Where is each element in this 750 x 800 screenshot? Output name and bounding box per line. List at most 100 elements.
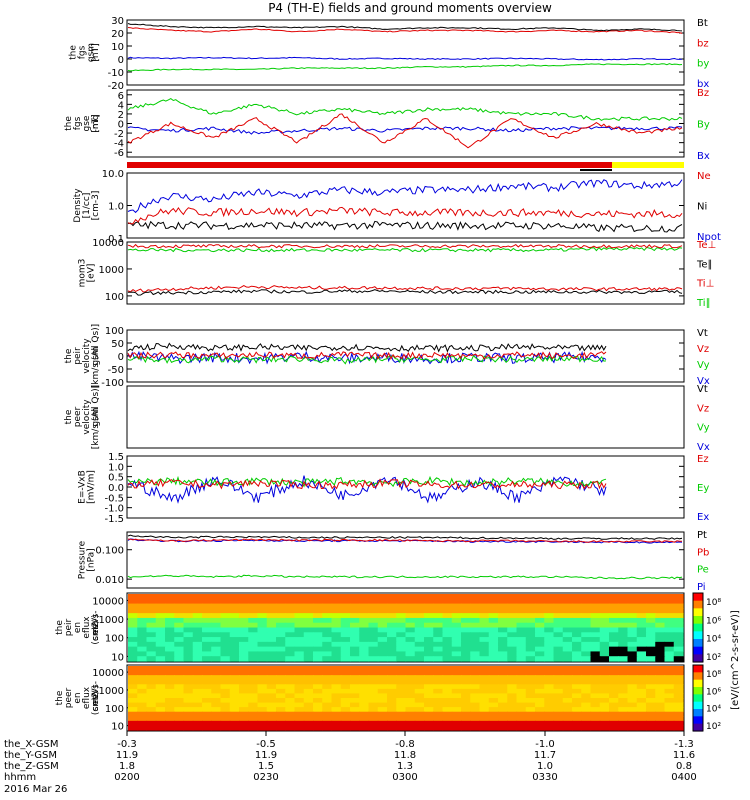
heatmap-cell — [294, 598, 305, 605]
heatmap-cell — [544, 698, 555, 704]
heatmap-cell — [562, 666, 573, 672]
heatmap-cell — [146, 603, 157, 609]
heatmap-cell — [618, 707, 629, 713]
heatmap-cell — [322, 632, 333, 638]
heatmap-cell — [276, 725, 286, 731]
heatmap-cell — [553, 622, 564, 629]
heatmap-cell — [202, 651, 212, 657]
y-tick-label: -10 — [108, 68, 124, 79]
heatmap-cell — [128, 603, 138, 609]
heatmap-cell — [220, 684, 231, 690]
heatmap-cell — [664, 698, 675, 704]
heatmap-cell — [239, 613, 249, 619]
heatmap-cell — [220, 725, 231, 731]
heatmap-cell — [479, 675, 490, 681]
heatmap-cell — [387, 622, 397, 629]
heatmap-cell — [359, 637, 370, 643]
heatmap-cell — [498, 670, 508, 676]
heatmap-cell — [599, 656, 610, 662]
heatmap-cell — [627, 603, 638, 609]
heatmap-cell — [498, 666, 508, 672]
heatmap-cell — [248, 617, 259, 624]
series-bx — [127, 56, 683, 61]
heatmap-cell — [285, 594, 296, 600]
x-row-label: the_X-GSM — [4, 739, 58, 750]
heatmap-cell — [248, 725, 259, 731]
y-axis-label: the — [64, 116, 74, 131]
heatmap-cell — [303, 688, 314, 695]
heatmap-cell — [174, 711, 185, 717]
heatmap-cell — [507, 720, 518, 727]
heatmap-cell — [183, 688, 194, 695]
heatmap-cell — [479, 603, 490, 609]
heatmap-cell — [599, 716, 610, 722]
heatmap-cell — [285, 725, 296, 731]
heatmap-cell — [202, 608, 212, 614]
heatmap-cell — [655, 675, 666, 681]
heatmap-cell — [128, 613, 138, 619]
heatmap-cell — [673, 716, 684, 722]
heatmap-cell — [313, 698, 323, 704]
heatmap-cell — [618, 622, 629, 629]
heatmap-cell — [664, 684, 675, 690]
heatmap-cell — [294, 702, 305, 708]
heatmap-cell — [627, 702, 638, 708]
heatmap-cell — [387, 707, 397, 713]
heatmap-cell — [525, 711, 536, 717]
heatmap-cell — [424, 716, 434, 722]
heatmap-cell — [572, 716, 582, 722]
heatmap-cell — [590, 679, 601, 685]
heatmap-cell — [266, 641, 277, 648]
panel-velocity_peer: the peer velocity gsm[km/s (All Qs)] VtVzVyV… — [64, 384, 710, 453]
heatmap-cell — [340, 617, 351, 624]
legend-entry: Te⊥ — [696, 240, 716, 251]
heatmap-cell — [322, 603, 333, 609]
heatmap-cell — [507, 725, 518, 731]
heatmap-cell — [599, 632, 610, 638]
heatmap-cell — [461, 594, 471, 600]
colorbar-segment — [693, 593, 703, 602]
heatmap-cell — [572, 646, 582, 653]
heatmap-cell — [442, 711, 453, 717]
heatmap-cell — [266, 725, 277, 731]
figure-title: P4 (TH-E) fields and ground moments over… — [268, 1, 552, 15]
heatmap-cell — [553, 670, 564, 676]
heatmap-cell — [285, 613, 296, 619]
heatmap-cell — [266, 622, 277, 629]
heatmap-cell — [359, 641, 370, 648]
heatmap-cell — [239, 651, 249, 657]
heatmap-cell — [368, 627, 379, 633]
heatmap-cell — [396, 679, 407, 685]
heatmap-cell — [128, 688, 138, 695]
heatmap-cell — [405, 603, 416, 609]
heatmap-cell — [183, 720, 194, 727]
heatmap-cell — [276, 702, 286, 708]
heatmap-cell — [165, 716, 175, 722]
heatmap-cell — [211, 598, 222, 605]
x-row-value: 11.9 — [255, 750, 277, 761]
heatmap-cell — [303, 594, 314, 600]
heatmap-cell — [387, 613, 397, 619]
heatmap-cell — [387, 684, 397, 690]
heatmap-cell — [516, 666, 527, 672]
heatmap-cell — [128, 627, 138, 633]
heatmap-cell — [461, 617, 471, 624]
heatmap-cell — [313, 622, 323, 629]
heatmap-cell — [618, 716, 629, 722]
heatmap-cell — [479, 720, 490, 727]
series-Ne — [127, 206, 683, 225]
heatmap-cell — [544, 684, 555, 690]
heatmap-cell — [590, 716, 601, 722]
heatmap-cell — [599, 603, 610, 609]
heatmap-cell — [498, 656, 508, 662]
heatmap-cell — [322, 666, 333, 672]
heatmap-cell — [155, 707, 166, 713]
heatmap-cell — [285, 684, 296, 690]
heatmap-cell — [331, 617, 342, 624]
heatmap-cell — [146, 598, 157, 605]
heatmap-cell — [405, 679, 416, 685]
heatmap-cell — [165, 679, 175, 685]
heatmap-cell — [202, 613, 212, 619]
heatmap-cell — [359, 603, 370, 609]
heatmap-cell — [479, 679, 490, 685]
